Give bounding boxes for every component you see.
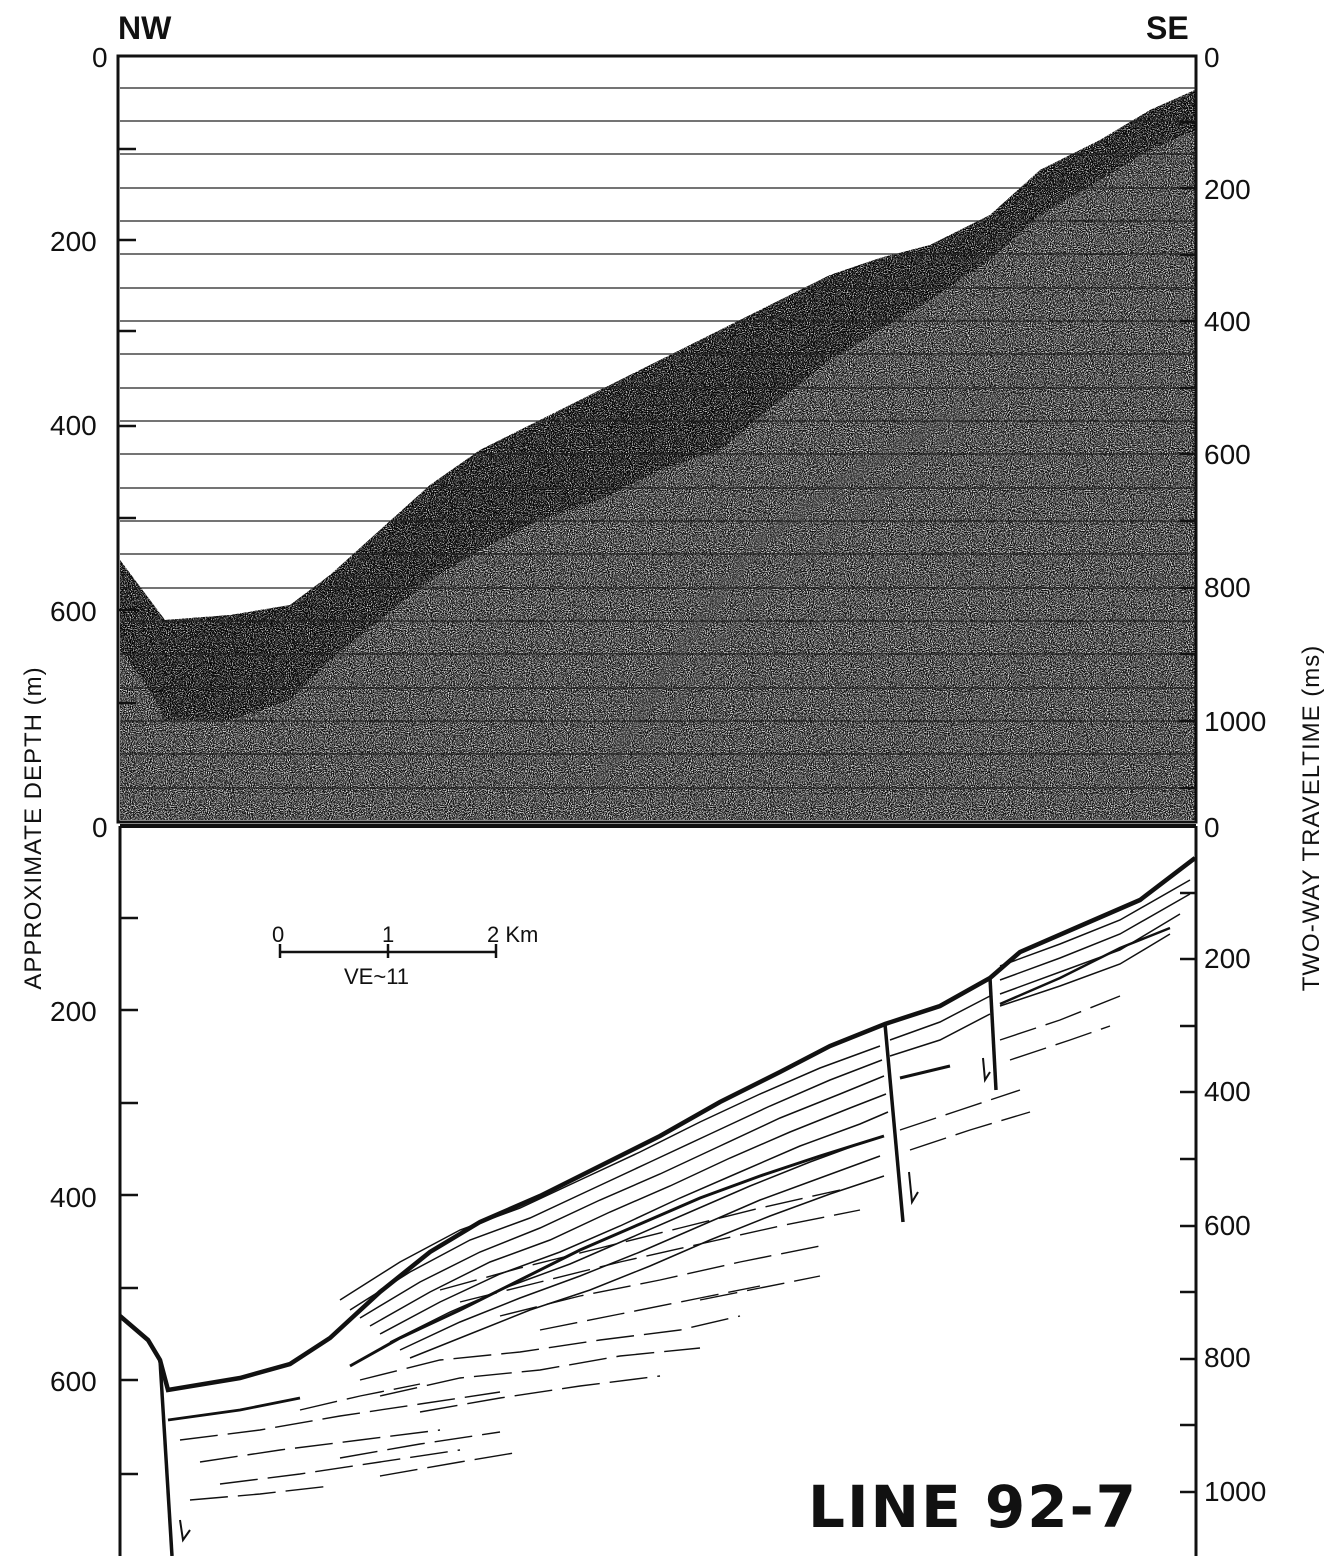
twt-tick-0-lower: 0 [1204,812,1220,843]
twt-tick-800-lower: 800 [1204,1342,1251,1373]
seafloor-dark-band [120,90,1195,720]
bold-reflector-segment-mid [899,1064,951,1080]
depth-tick-0-upper: 0 [92,42,108,73]
interpretation-panel [118,824,1198,1556]
traveltime-ticks-upper [1180,120,1196,790]
scale-label-0: 0 [272,922,285,947]
fault-right-arrow [982,1057,991,1084]
bold-reflector-segment-right [999,926,1171,1006]
seafloor-line [120,856,1196,1393]
fault-left [158,1359,174,1556]
deep-reflector-segments [179,995,1121,1501]
vertical-exaggeration-label: VE~11 [344,964,410,989]
scale-bar [278,944,498,958]
depth-ticks-upper [118,147,136,705]
traveltime-ticks-lower [1180,891,1196,1494]
twt-tick-600-lower: 600 [1204,1210,1251,1241]
depth-tick-400-upper: 400 [50,410,97,441]
bold-internal-reflector [349,1134,885,1368]
twt-tick-200-lower: 200 [1204,943,1251,974]
basin-reflector-bold [167,1396,301,1422]
dipping-reflector-streak-2 [636,387,1003,763]
twt-tick-400-upper: 400 [1204,306,1251,337]
twt-tick-1000-upper: 1000 [1204,706,1267,737]
line-title: LINE 92-7 [808,1473,1139,1541]
shallow-reflectors [339,879,1191,1359]
dipping-reflector-streak [594,403,964,784]
direction-nw-label: NW [118,10,172,46]
depth-tick-200-lower: 200 [50,996,97,1027]
depth-tick-600-lower: 600 [50,1366,97,1397]
direction-se-label: SE [1146,10,1189,46]
twt-tick-800-upper: 800 [1204,572,1251,603]
fault-middle [883,1023,905,1223]
scale-label-2km: 2 Km [487,922,539,947]
depth-tick-200-upper: 200 [50,226,97,257]
twt-tick-200-upper: 200 [1204,174,1251,205]
depth-tick-600-upper: 600 [50,596,97,627]
scale-label-1: 1 [382,922,395,947]
timing-lines [120,87,1196,789]
twt-tick-1000-lower: 1000 [1204,1476,1267,1507]
twt-tick-0-upper: 0 [1204,42,1220,73]
seismic-profile-panel [116,54,1198,824]
depth-tick-0-lower: 0 [92,812,108,843]
fault-middle-arrow [908,1171,919,1206]
depth-ticks-lower [120,916,138,1476]
fault-right [988,977,998,1091]
twt-tick-600-upper: 600 [1204,439,1251,470]
depth-tick-400-lower: 400 [50,1182,97,1213]
twt-tick-400-lower: 400 [1204,1076,1251,1107]
fault-left-arrow [179,1519,191,1543]
